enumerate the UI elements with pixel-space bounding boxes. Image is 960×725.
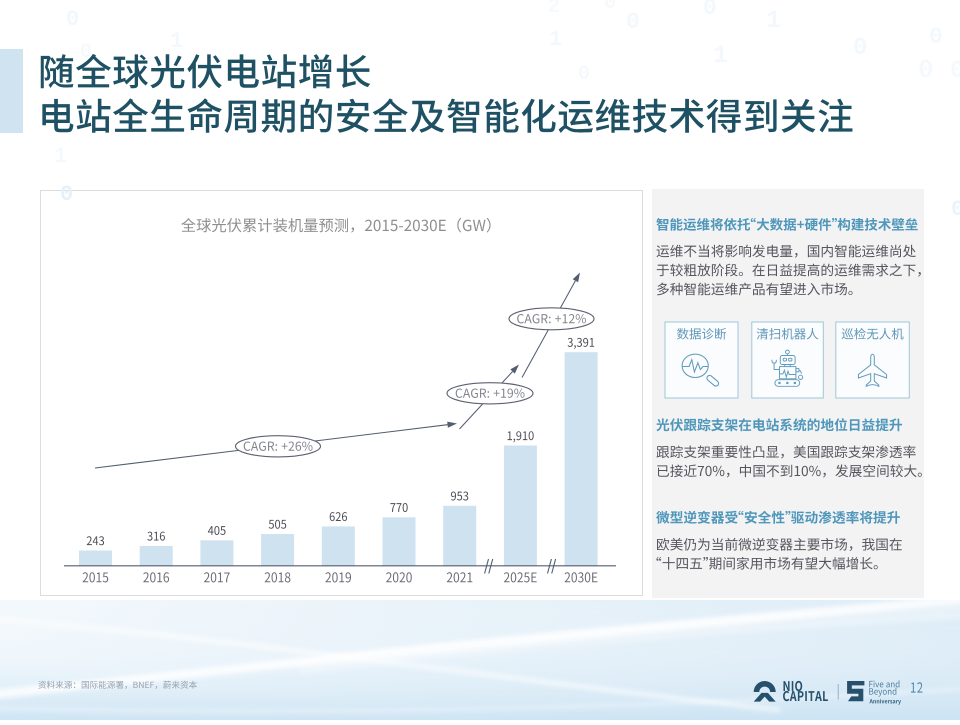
svg-text:0: 0 [60, 182, 73, 207]
svg-text:0: 0 [918, 55, 934, 85]
svg-text:0: 0 [604, 0, 616, 15]
svg-text:0: 0 [951, 197, 960, 222]
svg-text:2: 2 [548, 0, 560, 19]
svg-text:1: 1 [766, 6, 781, 35]
svg-text:1: 1 [54, 144, 67, 169]
svg-text:1: 1 [713, 41, 728, 70]
svg-text:0: 0 [626, 9, 640, 35]
svg-text:0: 0 [703, 0, 717, 21]
svg-text:1: 1 [549, 27, 562, 52]
svg-text:0: 0 [853, 35, 867, 62]
svg-text:0: 0 [929, 24, 943, 50]
svg-text:0: 0 [950, 58, 960, 85]
svg-text:0: 0 [578, 63, 590, 86]
svg-text:0: 0 [80, 41, 92, 64]
svg-text:1: 1 [170, 29, 183, 54]
svg-text:0: 0 [66, 7, 79, 32]
